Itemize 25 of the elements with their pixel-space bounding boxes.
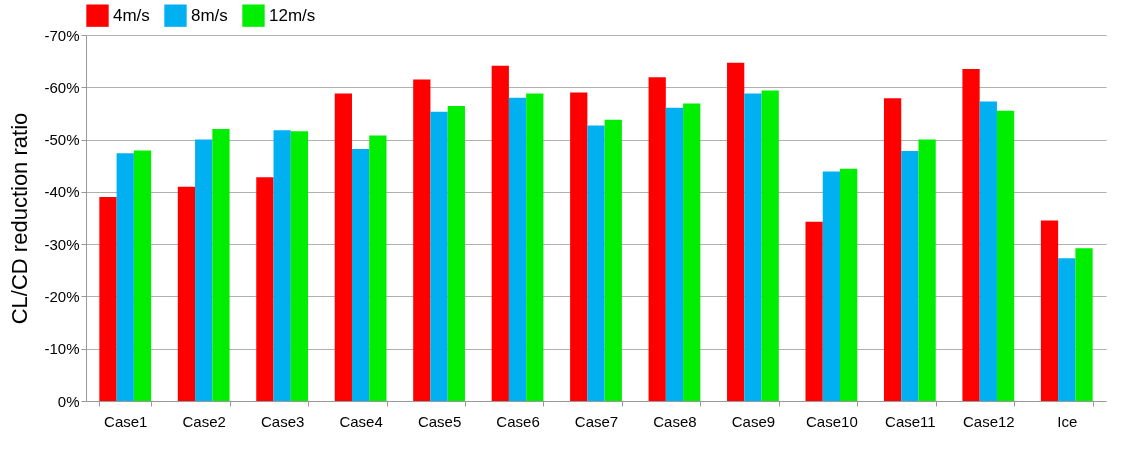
y-axis-title: CL/CD reduction ratio: [7, 112, 33, 325]
legend-label: 4m/s: [113, 5, 150, 25]
legend-label: 8m/s: [191, 5, 228, 25]
x-tick-label: Case9: [731, 412, 776, 430]
x-tick-label: Case12: [962, 412, 1015, 430]
x-tick-label: Case3: [260, 412, 305, 430]
y-tick-label: -30%: [44, 235, 80, 253]
x-tick-label: Case7: [574, 412, 619, 430]
y-tick-label: -70%: [44, 26, 80, 44]
y-tick-label: -10%: [44, 340, 80, 358]
x-tick-label: Case11: [885, 412, 936, 430]
x-tick-label: Case6: [496, 412, 540, 430]
x-tick-label: Ice: [1057, 412, 1078, 430]
x-tick-label: Case4: [339, 412, 383, 430]
y-tick-label: 0%: [57, 392, 80, 410]
y-tick-label: -40%: [44, 183, 80, 201]
x-tick-label: Case2: [182, 412, 226, 430]
y-tick-label: -50%: [44, 131, 80, 149]
y-tick-label: -60%: [44, 78, 80, 96]
x-tick-label: Case10: [806, 412, 858, 430]
x-tick-label: Case5: [417, 412, 462, 430]
legend-label: 12m/s: [269, 5, 316, 25]
x-tick-label: Case8: [653, 412, 697, 430]
y-tick-label: -20%: [44, 287, 80, 305]
x-tick-label: Case1: [104, 412, 148, 430]
